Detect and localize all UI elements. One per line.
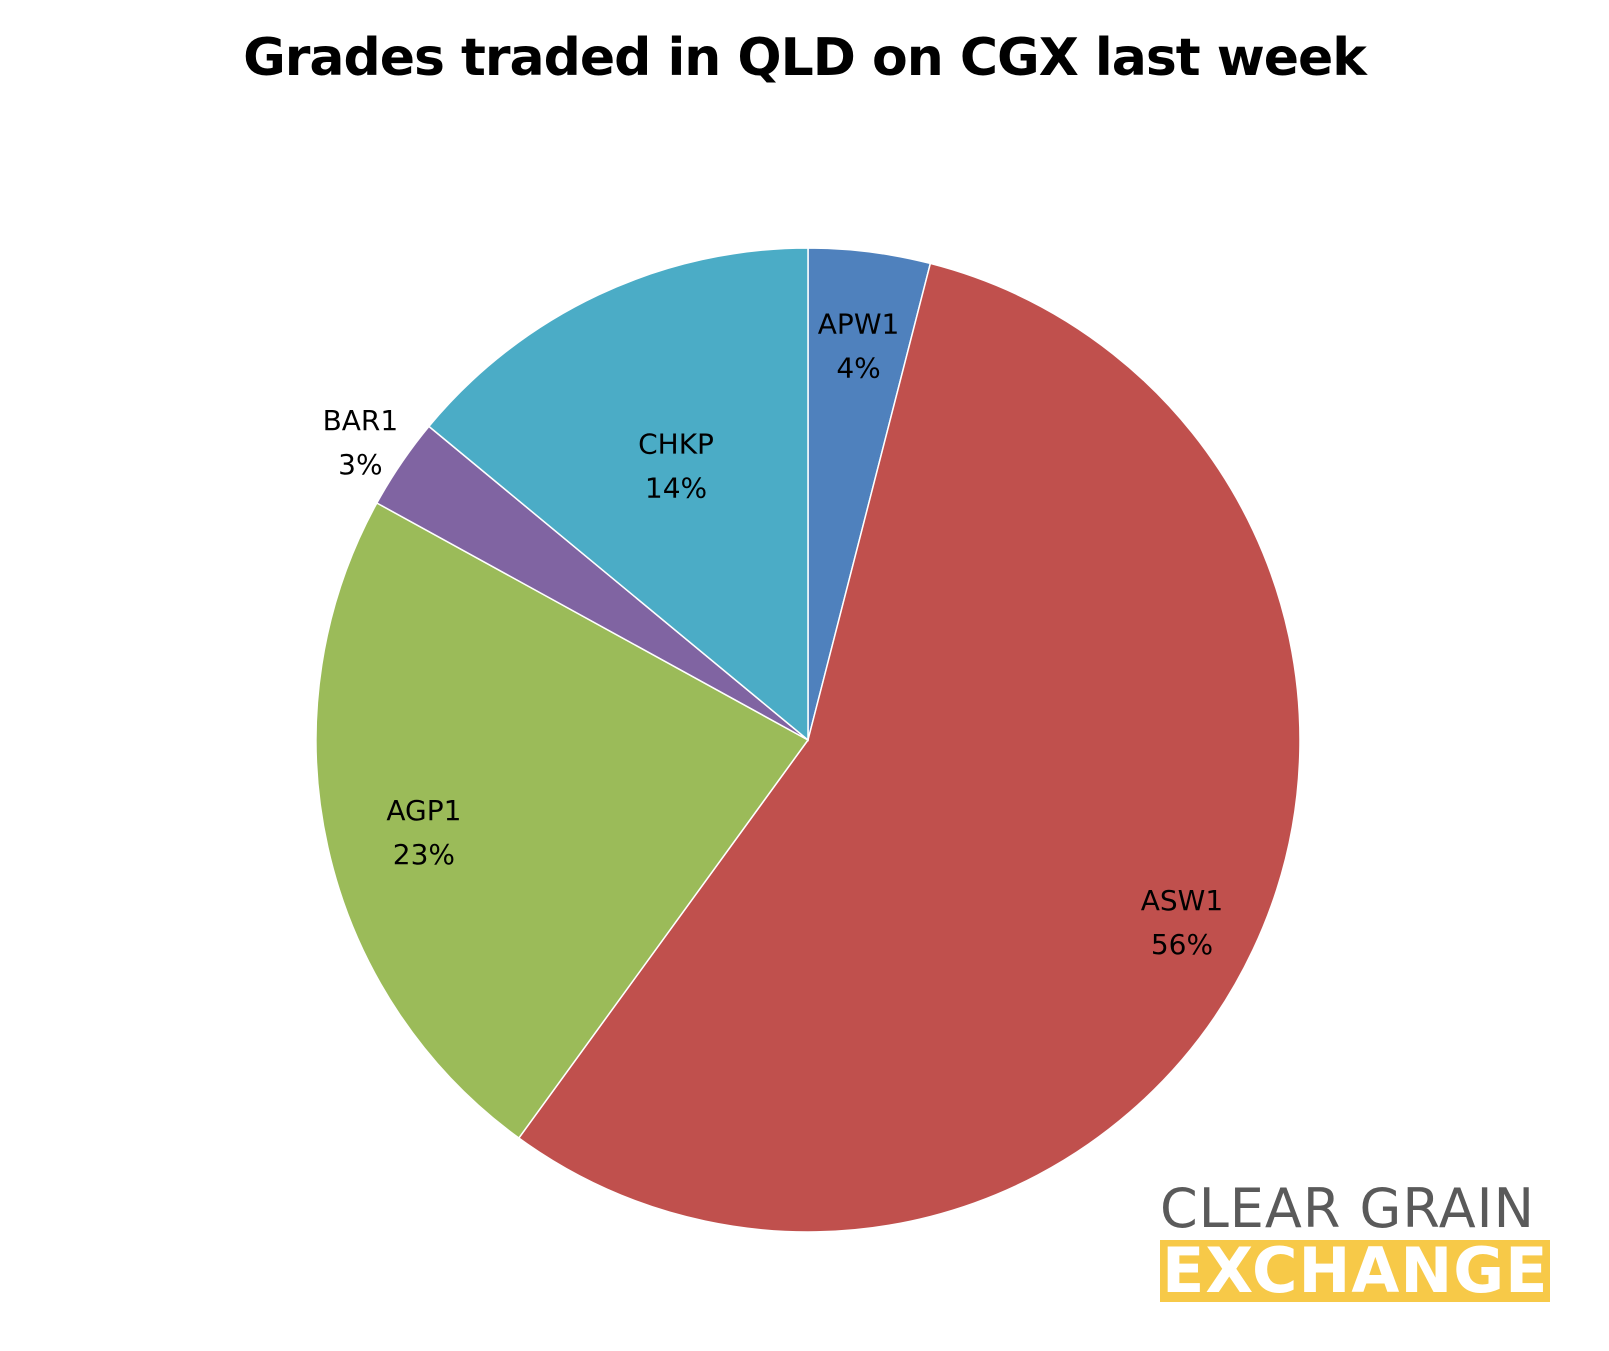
pie-slice-agp1 [315,501,810,1140]
slice-label-asw1: ASW1 [1141,884,1223,917]
logo-line-2: EXCHANGE [1160,1234,1551,1307]
pie-slices [315,247,1301,1233]
slice-value-chkp: 14% [645,472,707,505]
pie-slice-chkp [427,247,809,742]
slice-label-apw1: APW1 [818,308,900,341]
clear-grain-exchange-logo: CLEAR GRAIN EXCHANGE [1160,1180,1555,1302]
logo-line-1: CLEAR GRAIN [1160,1177,1535,1240]
slice-value-apw1: 4% [836,352,880,385]
chart-title: Grades traded in QLD on CGX last week [243,28,1367,88]
slice-value-asw1: 56% [1151,928,1213,961]
slice-label-agp1: AGP1 [386,794,461,827]
pie-labels: APW1 4% ASW1 56% AGP1 23% BAR1 3% CHKP 14% [323,308,1224,961]
slice-value-bar1: 3% [338,448,382,481]
slice-label-chkp: CHKP [638,428,714,461]
slice-label-bar1: BAR1 [323,404,399,437]
pie-slice-asw1 [517,262,1301,1233]
slice-value-agp1: 23% [393,838,455,871]
